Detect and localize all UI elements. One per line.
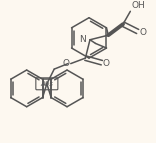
Text: O: O <box>139 28 146 37</box>
Text: O: O <box>63 59 70 68</box>
Text: O: O <box>103 59 110 68</box>
FancyBboxPatch shape <box>36 78 58 90</box>
Text: Abs: Abs <box>40 81 53 87</box>
Text: N: N <box>80 35 86 44</box>
Text: OH: OH <box>131 1 145 10</box>
